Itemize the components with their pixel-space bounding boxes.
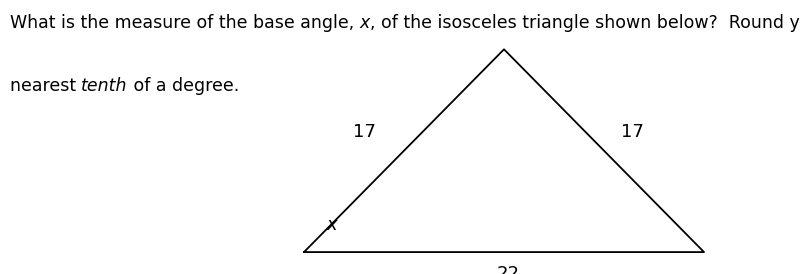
Text: 17: 17 [621,122,643,141]
Text: nearest: nearest [10,77,82,95]
Text: What is the measure of the base angle,: What is the measure of the base angle, [10,14,359,32]
Text: , of the isosceles triangle shown below?  Round your answer to the: , of the isosceles triangle shown below?… [370,14,800,32]
Text: x: x [326,216,338,234]
Text: of a degree.: of a degree. [128,77,239,95]
Text: x: x [359,14,370,32]
Text: 22: 22 [497,265,519,274]
Text: 17: 17 [353,122,375,141]
Text: tenth: tenth [82,77,128,95]
